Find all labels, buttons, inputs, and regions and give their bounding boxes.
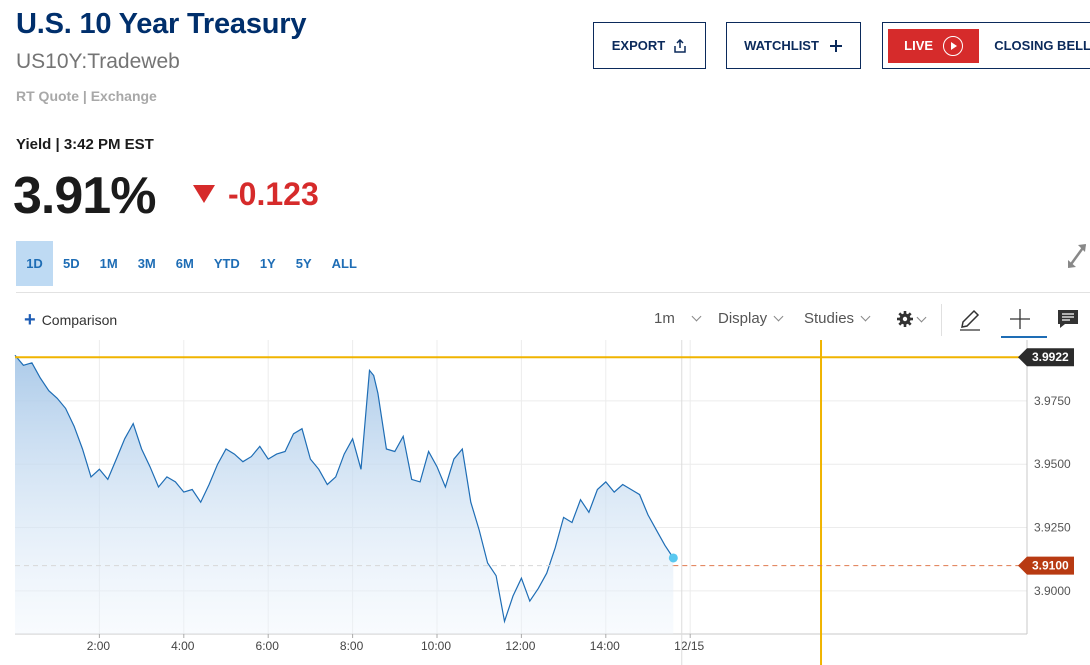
tab-5y[interactable]: 5Y [295, 256, 312, 271]
y-tick-label: 3.9000 [1034, 584, 1071, 598]
interval-dropdown[interactable]: 1m [654, 310, 702, 327]
yield-chart[interactable]: 2:00 4:00 6:00 8:00 10:00 12:00 14:00 12/15 3.97… [0, 340, 1090, 665]
play-icon [943, 35, 964, 56]
tab-all[interactable]: ALL [331, 256, 357, 271]
comparison-label: Comparison [41, 312, 118, 328]
x-tick-label: 10:00 [421, 639, 451, 653]
live-label: LIVE [904, 38, 934, 53]
display-dropdown[interactable]: Display [718, 310, 784, 327]
tab-6m[interactable]: 6M [175, 256, 194, 271]
tab-1y[interactable]: 1Y [259, 256, 276, 271]
price-change: -0.123 [228, 176, 319, 212]
watchlist-label: WATCHLIST [744, 38, 819, 53]
yield-area-fill [15, 355, 674, 634]
pencil-icon[interactable] [957, 306, 983, 332]
toolbar-separator [941, 304, 942, 336]
plus-icon [829, 39, 842, 52]
tab-1m[interactable]: 1M [99, 256, 118, 271]
interval-label: 1m [654, 310, 675, 327]
closing-bell-label: CLOSING BELL [994, 38, 1090, 53]
share-icon [674, 38, 686, 53]
quote-source: RT Quote | Exchange [16, 88, 157, 104]
tab-ytd[interactable]: YTD [213, 256, 240, 271]
live-closing-bell-button[interactable]: LIVE CLOSING BELL [882, 22, 1090, 69]
tab-5d[interactable]: 5D [63, 256, 80, 271]
last-price: 3.91% [13, 167, 156, 225]
comparison-button[interactable]: + Comparison [24, 309, 118, 331]
export-button[interactable]: EXPORT [593, 22, 706, 69]
chart-toolbar: + Comparison 1m Display Studies [0, 300, 1090, 340]
expand-icon[interactable] [1064, 240, 1090, 270]
down-arrow-icon [193, 185, 215, 203]
x-tick-label: 4:00 [171, 639, 195, 653]
ticker-symbol: US10Y:Tradeweb [16, 50, 180, 73]
x-tick-label: 8:00 [340, 639, 364, 653]
x-tick-label: 12:00 [505, 639, 535, 653]
chevron-down-icon [691, 311, 702, 322]
high-value-badge [1018, 348, 1074, 367]
live-badge[interactable]: LIVE [888, 28, 980, 63]
high-value-badge-label: 3.9922 [1032, 350, 1069, 364]
studies-label: Studies [804, 310, 855, 327]
last-value-badge [1018, 556, 1074, 575]
settings-dropdown[interactable] [896, 310, 927, 328]
last-value-badge-label: 3.9100 [1032, 559, 1069, 573]
export-label: EXPORT [611, 38, 666, 53]
time-range-tabs: 1D 5D 1M 3M 6M YTD 1Y 5Y ALL [16, 241, 367, 286]
section-divider [16, 292, 1090, 293]
y-tick-label: 3.9250 [1034, 521, 1071, 535]
x-tick-label: 12/15 [674, 639, 704, 653]
page-title: U.S. 10 Year Treasury [16, 8, 307, 40]
studies-dropdown[interactable]: Studies [804, 310, 871, 327]
x-tick-label: 2:00 [87, 639, 111, 653]
gear-icon [897, 311, 913, 327]
yield-timestamp: Yield | 3:42 PM EST [16, 136, 154, 153]
tab-1d[interactable]: 1D [16, 241, 53, 286]
crosshair-icon[interactable] [1007, 306, 1033, 332]
display-label: Display [718, 310, 768, 327]
chevron-down-icon [773, 311, 784, 322]
yield-line [14, 354, 674, 624]
watchlist-button[interactable]: WATCHLIST [726, 22, 861, 69]
last-point-marker [668, 553, 678, 563]
tab-3m[interactable]: 3M [137, 256, 156, 271]
chevron-down-icon [916, 312, 927, 322]
comment-icon[interactable] [1055, 306, 1081, 332]
y-tick-label: 3.9500 [1034, 457, 1071, 471]
plus-icon: + [24, 309, 36, 331]
active-tool-indicator [1001, 336, 1047, 338]
x-tick-label: 14:00 [590, 639, 620, 653]
chevron-down-icon [860, 311, 871, 322]
x-tick-label: 6:00 [256, 639, 280, 653]
y-tick-label: 3.9750 [1034, 394, 1071, 408]
